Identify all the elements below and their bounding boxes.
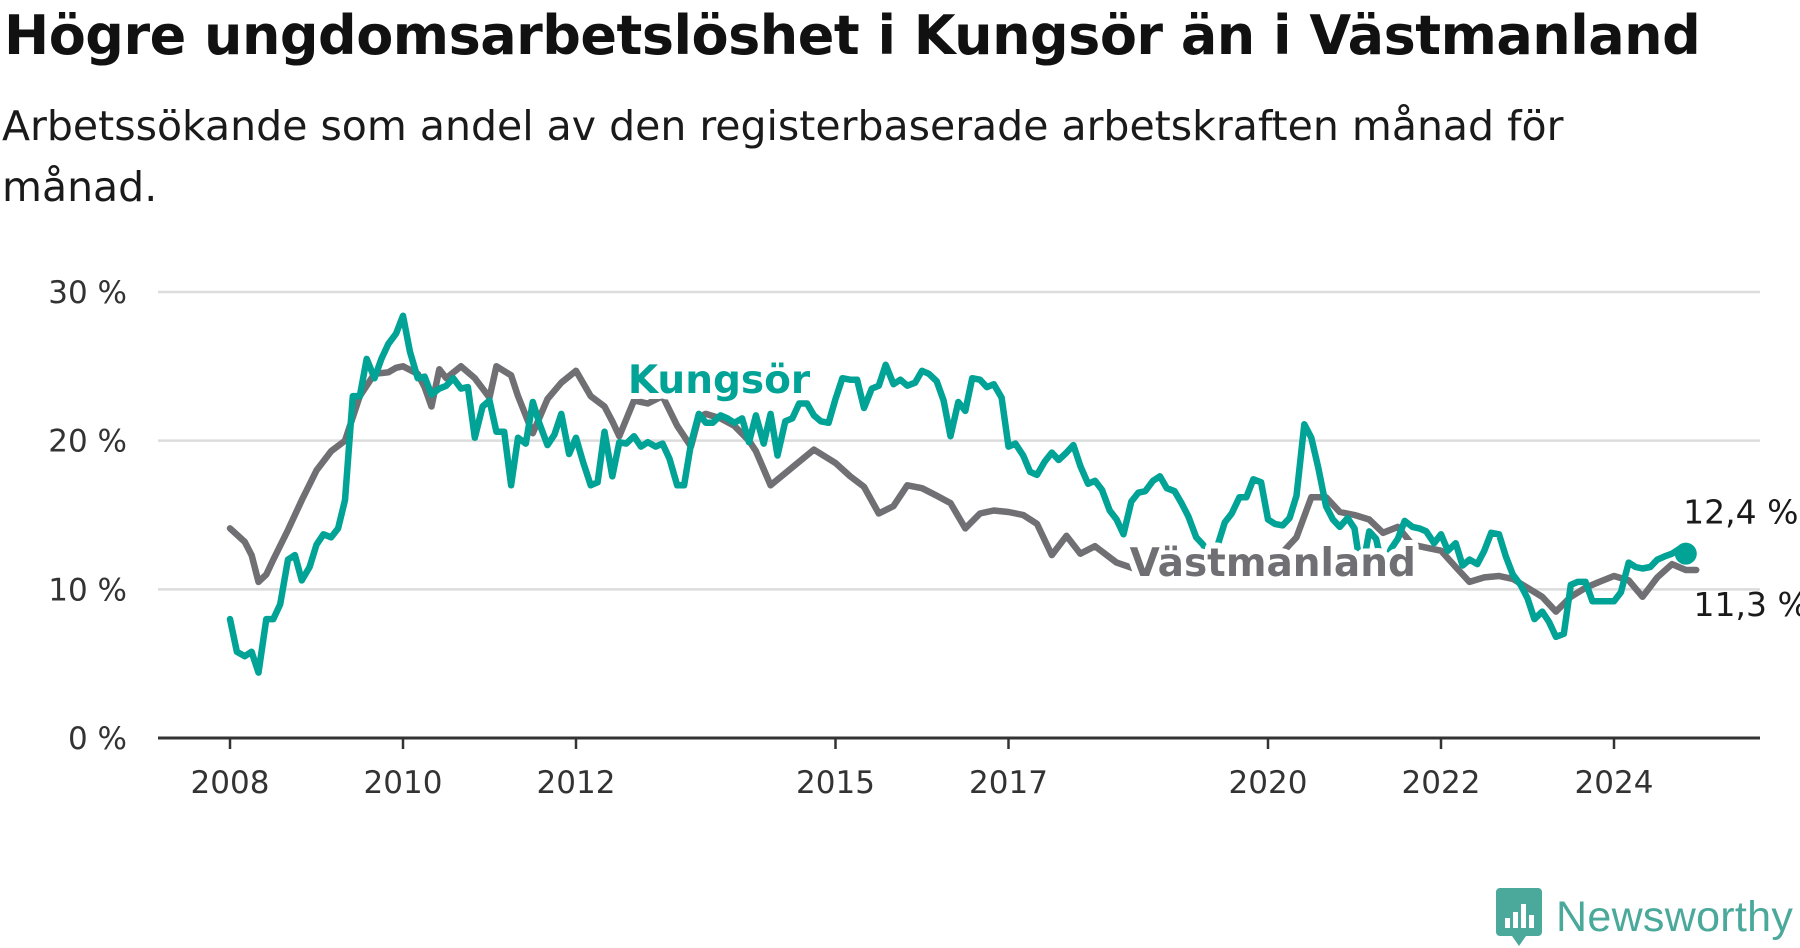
y-tick-label: 20 %: [48, 424, 127, 460]
series-name-kungsor: Kungsör: [628, 358, 811, 403]
y-axis: 0 % 10 % 20 % 30 %: [48, 275, 127, 757]
y-tick-label: 10 %: [48, 572, 127, 608]
end-label-vastmanland: 11,3 %: [1694, 585, 1800, 624]
x-tick-label: 2008: [191, 765, 270, 801]
chart-subtitle: Arbetssökande som andel av den registerb…: [2, 102, 1564, 211]
x-tick-label: 2024: [1575, 765, 1654, 801]
chart-title: Högre ungdomsarbetslöshet i Kungsör än i…: [4, 4, 1701, 67]
x-tick-label: 2015: [796, 765, 875, 801]
series-line-vastmanland: [226, 363, 1700, 615]
newsworthy-logo: Newsworthy: [1496, 888, 1793, 946]
end-point-kungsor: [1674, 542, 1697, 565]
x-tick-label: 2012: [537, 765, 616, 801]
x-tick-label: 2010: [364, 765, 443, 801]
x-tick-label: 2017: [969, 765, 1048, 801]
x-tick-label: 2020: [1229, 765, 1308, 801]
end-label-kungsor: 12,4 %: [1683, 493, 1798, 532]
y-tick-label: 30 %: [48, 275, 127, 311]
x-tick-label: 2022: [1402, 765, 1481, 801]
y-tick-label: 0 %: [68, 721, 127, 757]
x-axis: 2008 2010 2012 2015 2017 2020 2022 2024: [191, 738, 1654, 801]
series-lines: [226, 312, 1700, 676]
series-line-kungsor: [226, 312, 1690, 676]
series-name-vastmanland: Västmanland: [1130, 541, 1416, 586]
gridlines: [158, 290, 1760, 591]
newsworthy-logo-icon: [1496, 888, 1542, 946]
series-labels: 11,3 % 12,4 % Kungsör Västmanland: [622, 352, 1800, 624]
newsworthy-brand-name: Newsworthy: [1556, 892, 1794, 941]
